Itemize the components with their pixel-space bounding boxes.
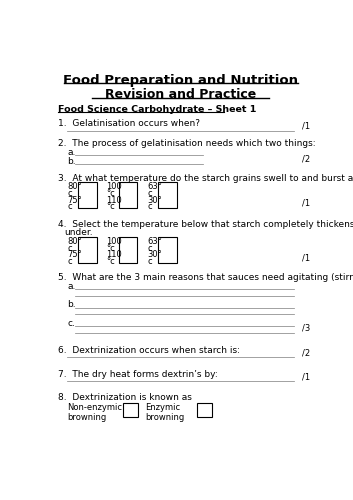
Text: c: c: [147, 190, 152, 198]
Text: a.: a.: [67, 148, 76, 157]
Text: 80°: 80°: [67, 182, 82, 192]
Text: 100: 100: [106, 237, 122, 246]
Text: 30°: 30°: [147, 196, 162, 204]
Text: 110: 110: [106, 250, 122, 259]
Text: b.: b.: [67, 300, 76, 309]
Text: under.: under.: [64, 228, 93, 237]
Text: c: c: [67, 244, 72, 253]
Text: 8.  Dextrinization is known as: 8. Dextrinization is known as: [58, 392, 192, 402]
Text: 3.  At what temperature do the starch grains swell to and burst at?: 3. At what temperature do the starch gra…: [58, 174, 353, 183]
Text: Food Preparation and Nutrition: Food Preparation and Nutrition: [63, 74, 298, 87]
Text: c: c: [67, 190, 72, 198]
Text: 7.  The dry heat forms dextrin’s by:: 7. The dry heat forms dextrin’s by:: [58, 370, 218, 380]
Text: Food Science Carbohydrate – Sheet 1: Food Science Carbohydrate – Sheet 1: [58, 104, 256, 114]
Text: 4.  Select the temperature below that starch completely thickens at just: 4. Select the temperature below that sta…: [58, 220, 353, 229]
Text: Revision and Practice: Revision and Practice: [105, 88, 256, 102]
Bar: [78, 182, 97, 208]
Bar: [197, 404, 211, 417]
Text: °c: °c: [106, 190, 115, 198]
Bar: [78, 237, 97, 262]
Text: /1: /1: [302, 122, 310, 131]
Text: 63°: 63°: [147, 237, 162, 246]
Text: Enzymic
browning: Enzymic browning: [145, 402, 184, 422]
Text: /2: /2: [302, 155, 310, 164]
Text: 75°: 75°: [67, 196, 82, 204]
Text: c: c: [67, 202, 72, 211]
Bar: [158, 182, 176, 208]
Text: 30°: 30°: [147, 250, 162, 259]
Text: Non-enzymic
browning: Non-enzymic browning: [67, 402, 122, 422]
Text: /2: /2: [302, 348, 310, 357]
Text: 6.  Dextrinization occurs when starch is:: 6. Dextrinization occurs when starch is:: [58, 346, 240, 356]
Text: °c: °c: [106, 244, 115, 253]
Text: °c: °c: [106, 202, 115, 211]
Text: c: c: [147, 257, 152, 266]
Text: 75°: 75°: [67, 250, 82, 259]
Text: 5.  What are the 3 main reasons that sauces need agitating (stirring):: 5. What are the 3 main reasons that sauc…: [58, 274, 353, 282]
Bar: [123, 404, 138, 417]
Bar: [119, 237, 137, 262]
Text: 80°: 80°: [67, 237, 82, 246]
Text: 1.  Gelatinisation occurs when?: 1. Gelatinisation occurs when?: [58, 118, 200, 128]
Text: /1: /1: [302, 199, 310, 208]
Text: /3: /3: [302, 324, 310, 332]
Bar: [158, 237, 176, 262]
Text: b.: b.: [67, 157, 76, 166]
Text: c.: c.: [67, 318, 75, 328]
Text: /1: /1: [302, 372, 310, 381]
Text: 110: 110: [106, 196, 122, 204]
Text: c: c: [147, 202, 152, 211]
Text: c: c: [67, 257, 72, 266]
Bar: [119, 182, 137, 208]
Text: 63°: 63°: [147, 182, 162, 192]
Text: /1: /1: [302, 254, 310, 262]
Text: 100: 100: [106, 182, 122, 192]
Text: 2.  The process of gelatinisation needs which two things:: 2. The process of gelatinisation needs w…: [58, 140, 316, 148]
Text: °c: °c: [106, 257, 115, 266]
Text: c: c: [147, 244, 152, 253]
Text: a.: a.: [67, 282, 76, 291]
